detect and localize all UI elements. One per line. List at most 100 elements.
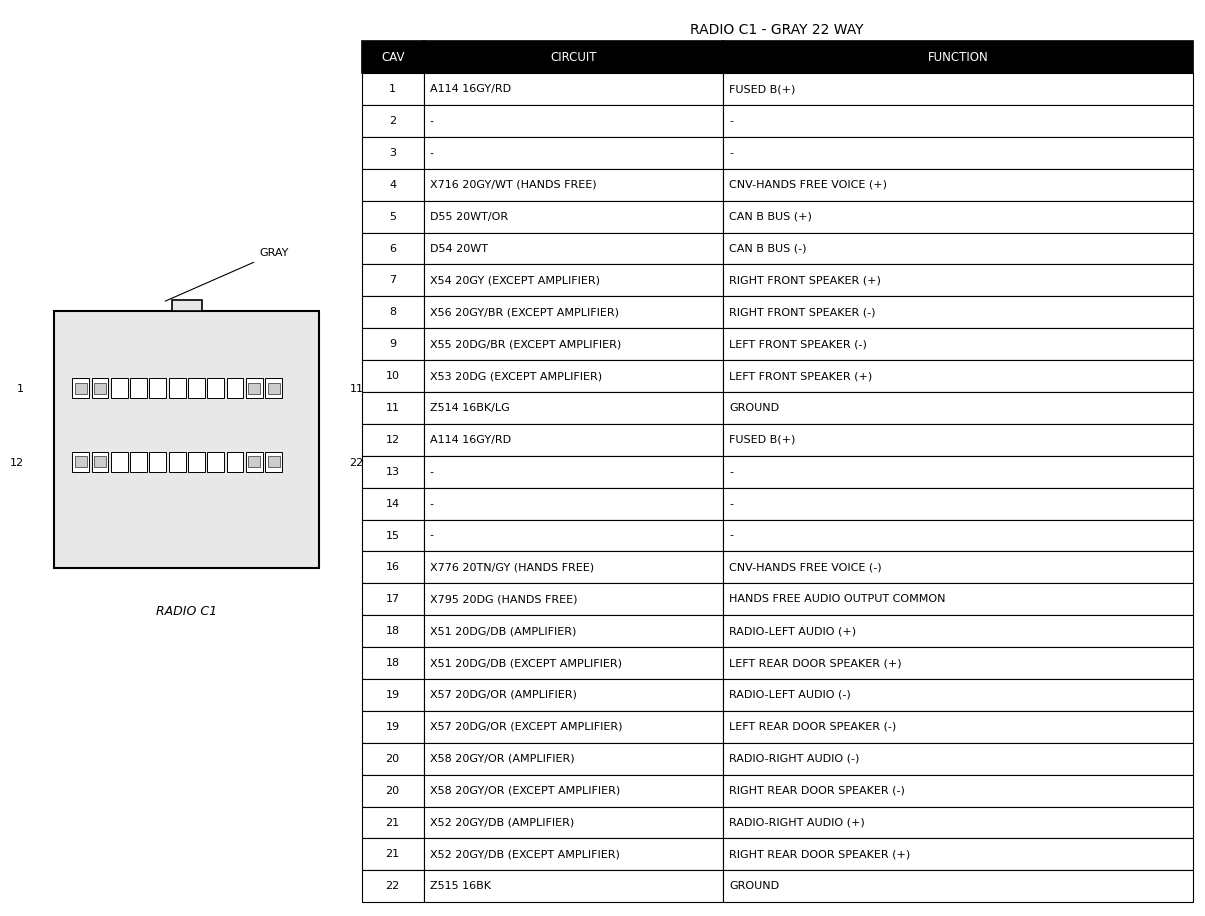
Text: CNV-HANDS FREE VOICE (-): CNV-HANDS FREE VOICE (-) bbox=[729, 562, 882, 572]
Bar bbox=[723, 233, 1193, 265]
Text: 13: 13 bbox=[386, 467, 400, 476]
Text: X57 20DG/OR (EXCEPT AMPLIFIER): X57 20DG/OR (EXCEPT AMPLIFIER) bbox=[430, 722, 623, 732]
Text: CIRCUIT: CIRCUIT bbox=[551, 50, 596, 64]
Bar bbox=[362, 616, 424, 647]
Text: -: - bbox=[430, 147, 434, 158]
Bar bbox=[723, 169, 1193, 201]
Bar bbox=[149, 378, 166, 398]
Bar bbox=[207, 378, 224, 398]
Bar bbox=[424, 201, 723, 233]
Text: CAV: CAV bbox=[381, 50, 405, 64]
Text: 19: 19 bbox=[386, 722, 400, 732]
Bar bbox=[268, 456, 280, 467]
Text: CAN B BUS (-): CAN B BUS (-) bbox=[729, 244, 806, 254]
Text: RIGHT FRONT SPEAKER (+): RIGHT FRONT SPEAKER (+) bbox=[729, 276, 881, 286]
Text: -: - bbox=[430, 467, 434, 476]
Bar bbox=[424, 297, 723, 328]
Text: D54 20WT: D54 20WT bbox=[430, 244, 488, 254]
Bar bbox=[362, 73, 424, 105]
Text: LEFT FRONT SPEAKER (+): LEFT FRONT SPEAKER (+) bbox=[729, 371, 872, 381]
Text: RIGHT REAR DOOR SPEAKER (+): RIGHT REAR DOOR SPEAKER (+) bbox=[729, 849, 911, 859]
Bar bbox=[362, 583, 424, 616]
Text: RADIO-RIGHT AUDIO (-): RADIO-RIGHT AUDIO (-) bbox=[729, 754, 859, 764]
Text: GROUND: GROUND bbox=[729, 403, 780, 413]
Bar bbox=[424, 807, 723, 838]
Bar bbox=[723, 297, 1193, 328]
Bar bbox=[362, 297, 424, 328]
Bar bbox=[424, 328, 723, 360]
Bar bbox=[169, 452, 186, 472]
Bar bbox=[424, 519, 723, 551]
Bar bbox=[424, 265, 723, 297]
Text: X54 20GY (EXCEPT AMPLIFIER): X54 20GY (EXCEPT AMPLIFIER) bbox=[430, 276, 600, 286]
Text: 17: 17 bbox=[386, 594, 400, 605]
Bar bbox=[723, 838, 1193, 870]
Text: 9: 9 bbox=[389, 339, 396, 349]
Bar bbox=[75, 456, 87, 467]
Text: X51 20DG/DB (EXCEPT AMPLIFIER): X51 20DG/DB (EXCEPT AMPLIFIER) bbox=[430, 658, 622, 668]
Bar bbox=[171, 300, 201, 311]
Bar bbox=[130, 452, 147, 472]
Bar bbox=[362, 456, 424, 487]
Bar bbox=[424, 838, 723, 870]
Text: CAN B BUS (+): CAN B BUS (+) bbox=[729, 212, 812, 222]
Text: 15: 15 bbox=[386, 530, 400, 540]
Bar bbox=[424, 870, 723, 902]
Bar bbox=[362, 41, 424, 73]
Bar bbox=[723, 870, 1193, 902]
Text: X57 20DG/OR (AMPLIFIER): X57 20DG/OR (AMPLIFIER) bbox=[430, 690, 577, 700]
Bar bbox=[424, 105, 723, 136]
Bar bbox=[227, 378, 243, 398]
Text: LEFT FRONT SPEAKER (-): LEFT FRONT SPEAKER (-) bbox=[729, 339, 868, 349]
Text: FUSED B(+): FUSED B(+) bbox=[729, 84, 795, 94]
Text: 11: 11 bbox=[386, 403, 400, 413]
Bar bbox=[94, 383, 106, 394]
Text: GRAY: GRAY bbox=[165, 248, 288, 301]
Text: -: - bbox=[430, 116, 434, 125]
Bar bbox=[268, 383, 280, 394]
Text: RADIO C1: RADIO C1 bbox=[157, 605, 217, 617]
Text: GROUND: GROUND bbox=[729, 881, 780, 891]
Bar bbox=[169, 378, 186, 398]
Text: Z515 16BK: Z515 16BK bbox=[430, 881, 490, 891]
Bar bbox=[362, 201, 424, 233]
Text: -: - bbox=[729, 116, 733, 125]
Bar bbox=[723, 201, 1193, 233]
Text: X716 20GY/WT (HANDS FREE): X716 20GY/WT (HANDS FREE) bbox=[430, 180, 596, 190]
Bar bbox=[424, 616, 723, 647]
Bar bbox=[94, 456, 106, 467]
Bar bbox=[111, 378, 128, 398]
Text: 20: 20 bbox=[386, 754, 400, 764]
Bar bbox=[248, 383, 260, 394]
Text: Z514 16BK/LG: Z514 16BK/LG bbox=[430, 403, 510, 413]
Bar bbox=[362, 838, 424, 870]
Bar bbox=[424, 392, 723, 424]
Bar bbox=[362, 487, 424, 519]
Bar bbox=[362, 807, 424, 838]
Text: 10: 10 bbox=[386, 371, 400, 381]
Bar bbox=[723, 807, 1193, 838]
Bar bbox=[362, 105, 424, 136]
Text: -: - bbox=[430, 498, 434, 508]
Bar bbox=[188, 378, 205, 398]
Bar bbox=[362, 169, 424, 201]
Text: LEFT REAR DOOR SPEAKER (-): LEFT REAR DOOR SPEAKER (-) bbox=[729, 722, 897, 732]
Text: X56 20GY/BR (EXCEPT AMPLIFIER): X56 20GY/BR (EXCEPT AMPLIFIER) bbox=[430, 307, 619, 317]
Text: 20: 20 bbox=[386, 786, 400, 796]
Bar bbox=[424, 136, 723, 169]
Text: 18: 18 bbox=[386, 627, 400, 637]
Text: FUNCTION: FUNCTION bbox=[928, 50, 988, 64]
Text: D55 20WT/OR: D55 20WT/OR bbox=[430, 212, 509, 222]
Text: 5: 5 bbox=[389, 212, 396, 222]
Bar bbox=[362, 711, 424, 743]
Text: LEFT REAR DOOR SPEAKER (+): LEFT REAR DOOR SPEAKER (+) bbox=[729, 658, 901, 668]
Bar bbox=[723, 265, 1193, 297]
Bar bbox=[723, 519, 1193, 551]
Text: RIGHT FRONT SPEAKER (-): RIGHT FRONT SPEAKER (-) bbox=[729, 307, 876, 317]
Text: -: - bbox=[729, 147, 733, 158]
Bar bbox=[246, 452, 263, 472]
Bar bbox=[723, 456, 1193, 487]
Bar bbox=[723, 73, 1193, 105]
Bar bbox=[424, 360, 723, 392]
Bar bbox=[72, 378, 89, 398]
